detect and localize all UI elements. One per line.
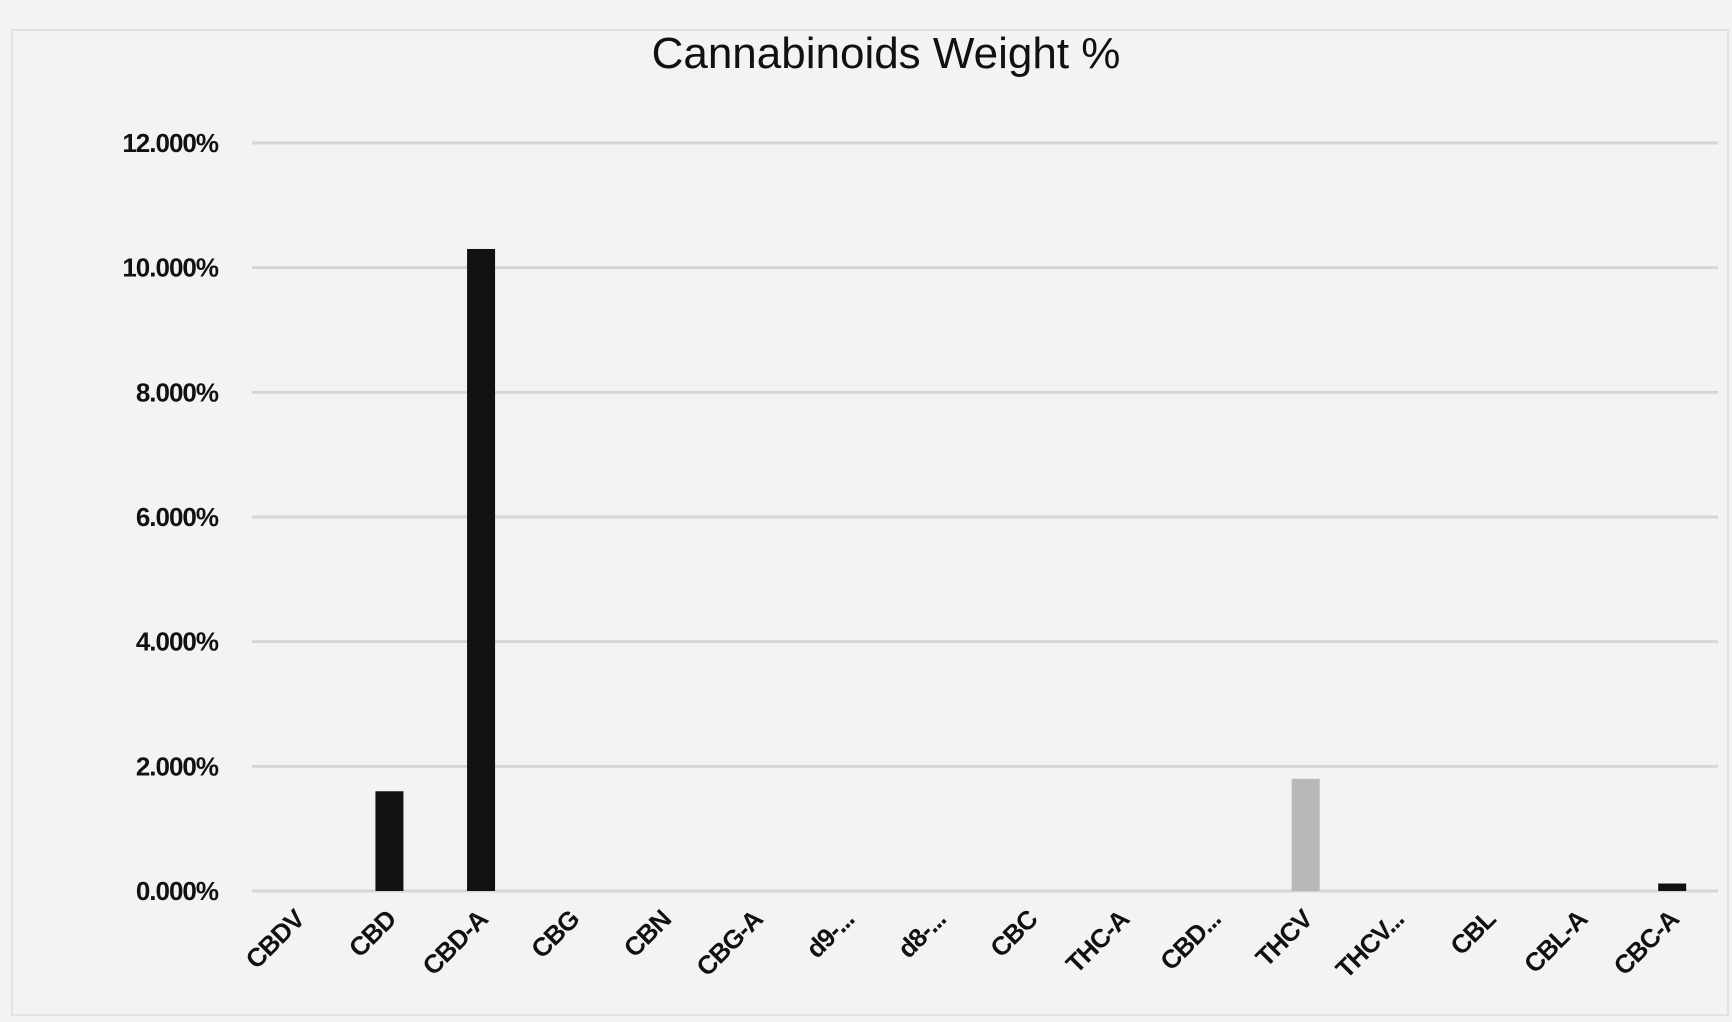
bar xyxy=(1291,778,1320,891)
bars xyxy=(375,248,1687,891)
y-axis-tick-labels: 0.000% 2.000% 4.000% 6.000% 8.000% 10.000% 12.… xyxy=(122,128,220,906)
y-tick-label: 2.000% xyxy=(136,751,219,781)
bar xyxy=(375,791,404,891)
x-tick-label: CBC xyxy=(984,903,1044,963)
x-tick-label: CBC-A xyxy=(1608,903,1686,981)
x-tick-label: CBG-A xyxy=(690,903,769,982)
y-tick-label: 12.000% xyxy=(122,128,219,158)
bar xyxy=(467,248,496,891)
x-tick-label: THCV xyxy=(1249,903,1319,973)
chart-frame xyxy=(11,29,1729,1016)
x-tick-label: CBL-A xyxy=(1518,903,1594,979)
x-tick-label: d9-... xyxy=(800,904,860,964)
y-tick-label: 4.000% xyxy=(136,627,219,657)
chart-title: Cannabinoids Weight % xyxy=(652,29,1121,78)
x-tick-label: THCV... xyxy=(1330,904,1410,984)
gridlines xyxy=(252,141,1718,893)
x-tick-label: CBL xyxy=(1444,903,1502,961)
x-tick-label: THC-A xyxy=(1060,903,1136,979)
y-tick-label: 0.000% xyxy=(136,876,219,906)
y-tick-label: 10.000% xyxy=(122,253,219,283)
x-tick-label: d8-... xyxy=(892,904,952,964)
x-tick-label: CBN xyxy=(618,904,677,963)
y-tick-label: 6.000% xyxy=(136,502,219,532)
bar xyxy=(1658,883,1687,891)
x-axis-tick-labels: CBDV CBD CBD-A CBG CBN CBG-A d9-... d8-... CBC TH… xyxy=(240,903,1686,984)
x-tick-label: CBD-A xyxy=(416,903,494,981)
x-tick-label: CBD xyxy=(343,904,402,963)
x-tick-label: CBDV xyxy=(240,903,312,975)
x-tick-label: CBG xyxy=(525,904,585,964)
x-tick-label: CBD... xyxy=(1154,904,1226,976)
y-tick-label: 8.000% xyxy=(136,377,219,407)
